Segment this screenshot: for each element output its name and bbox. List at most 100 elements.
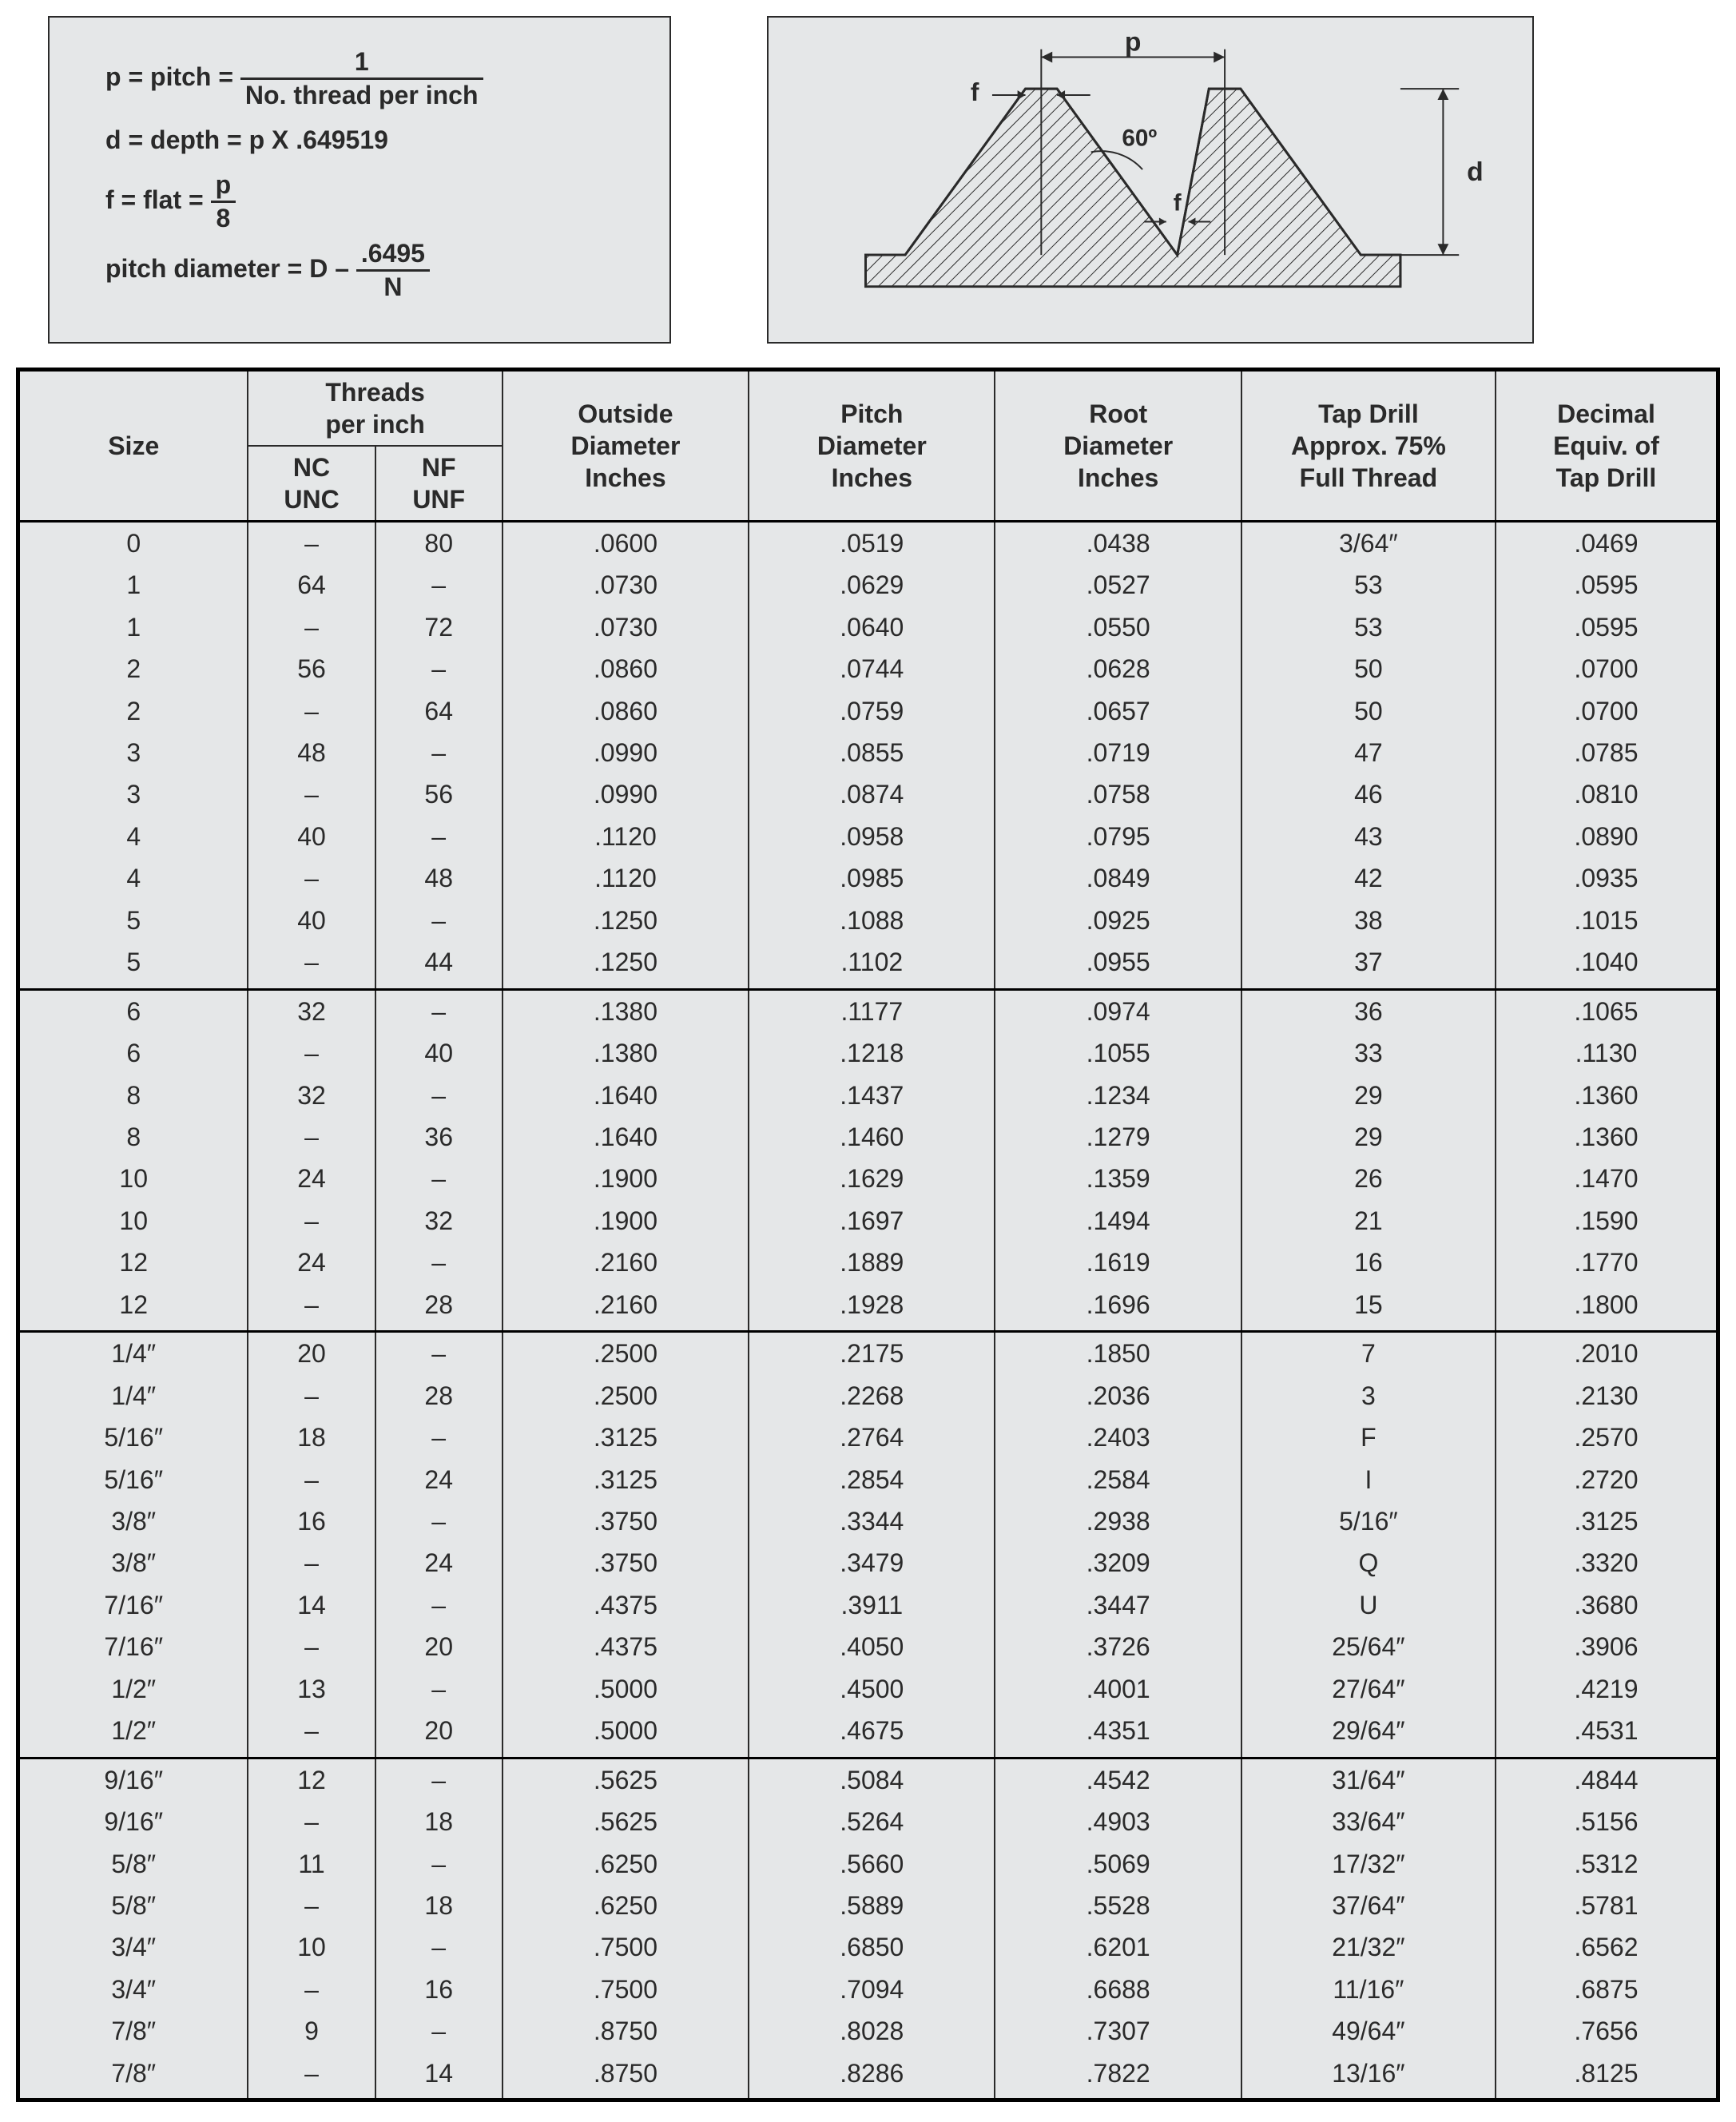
table-cell: .0758 [995, 773, 1241, 815]
table-cell: 33/64″ [1241, 1801, 1496, 1842]
table-cell: – [375, 1075, 503, 1116]
table-cell: 12 [248, 1758, 375, 1801]
table-cell: .4903 [995, 1801, 1241, 1842]
table-row: 8–36.1640.1460.127929.1360 [18, 1116, 1718, 1158]
table-cell: – [248, 522, 375, 565]
table-cell: 53 [1241, 564, 1496, 606]
table-row: 9/16″–18.5625.5264.490333/64″.5156 [18, 1801, 1718, 1842]
table-cell: 17/32″ [1241, 1843, 1496, 1885]
table-cell: .5000 [503, 1710, 749, 1751]
table-cell: .1494 [995, 1200, 1241, 1242]
table-cell: .8028 [749, 2010, 995, 2052]
table-cell: .4844 [1496, 1758, 1718, 1801]
table-cell: 53 [1241, 606, 1496, 648]
table-cell: .3479 [749, 1542, 995, 1584]
table-cell: .7500 [503, 1926, 749, 1968]
table-cell: .3906 [1496, 1626, 1718, 1667]
table-row: 1/2″–20.5000.4675.435129/64″.4531 [18, 1710, 1718, 1751]
table-cell: – [375, 564, 503, 606]
table-cell: 29 [1241, 1116, 1496, 1158]
th-nf: NFUNF [375, 446, 503, 522]
table-cell: 24 [248, 1242, 375, 1283]
table-cell: 48 [375, 857, 503, 899]
table-cell: 10 [248, 1926, 375, 1968]
table-cell: .0527 [995, 564, 1241, 606]
table-cell: 31/64″ [1241, 1758, 1496, 1801]
table-row: 1024–.1900.1629.135926.1470 [18, 1158, 1718, 1199]
table-cell: 40 [248, 816, 375, 857]
thread-table: Size Threadsper inch OutsideDiameterInch… [16, 368, 1720, 2102]
formula-pd-den: N [356, 272, 430, 301]
table-cell: .8750 [503, 2010, 749, 2052]
table-cell: 42 [1241, 857, 1496, 899]
table-cell: .0600 [503, 522, 749, 565]
formula-pitch-lhs: p = pitch = [105, 62, 233, 91]
table-cell: 1/4″ [18, 1332, 248, 1375]
table-cell: .5084 [749, 1758, 995, 1801]
table-cell: .1360 [1496, 1075, 1718, 1116]
table-cell: .3344 [749, 1500, 995, 1542]
table-cell: .2175 [749, 1332, 995, 1375]
table-cell: – [248, 1885, 375, 1926]
table-cell: 14 [248, 1584, 375, 1626]
table-cell: 12 [18, 1284, 248, 1325]
table-cell: .0719 [995, 732, 1241, 773]
table-cell: 7/16″ [18, 1626, 248, 1667]
formula-pd-num: .6495 [356, 240, 430, 272]
table-cell: – [375, 1417, 503, 1458]
table-cell: – [248, 1284, 375, 1325]
table-cell: .1120 [503, 816, 749, 857]
table-cell: .0935 [1496, 857, 1718, 899]
table-cell: .2500 [503, 1332, 749, 1375]
table-cell: .0438 [995, 522, 1241, 565]
formula-pitch-den: No. thread per inch [240, 80, 483, 109]
table-cell: 7 [1241, 1332, 1496, 1375]
formula-box: p = pitch = 1 No. thread per inch d = de… [48, 16, 671, 344]
table-row: 3–56.0990.0874.075846.0810 [18, 773, 1718, 815]
table-cell: .1065 [1496, 989, 1718, 1032]
table-cell: .1380 [503, 989, 749, 1032]
table-cell: .0990 [503, 773, 749, 815]
table-cell: 5/16″ [18, 1417, 248, 1458]
table-cell: .5781 [1496, 1885, 1718, 1926]
table-cell: .7822 [995, 2052, 1241, 2094]
table-row: 12–28.2160.1928.169615.1800 [18, 1284, 1718, 1325]
table-cell: 40 [375, 1032, 503, 1074]
table-cell: 16 [1241, 1242, 1496, 1283]
table-cell: – [375, 816, 503, 857]
table-cell: Q [1241, 1542, 1496, 1584]
table-cell: – [375, 1926, 503, 1968]
table-cell: .3125 [1496, 1500, 1718, 1542]
table-cell: .0849 [995, 857, 1241, 899]
table-row: 10–32.1900.1697.149421.1590 [18, 1200, 1718, 1242]
table-cell: 7/16″ [18, 1584, 248, 1626]
table-cell: 3 [18, 773, 248, 815]
table-row: 632–.1380.1177.097436.1065 [18, 989, 1718, 1032]
th-size: Size [18, 370, 248, 522]
table-cell: .3911 [749, 1584, 995, 1626]
table-cell: .0874 [749, 773, 995, 815]
table-cell: 9/16″ [18, 1758, 248, 1801]
table-cell: 21/32″ [1241, 1926, 1496, 1968]
table-cell: .1470 [1496, 1158, 1718, 1199]
table-cell: 29/64″ [1241, 1710, 1496, 1751]
table-cell: 11/16″ [1241, 1969, 1496, 2010]
table-cell: 3/64″ [1241, 522, 1496, 565]
table-cell: – [375, 1332, 503, 1375]
table-cell: – [248, 1542, 375, 1584]
table-cell: .1279 [995, 1116, 1241, 1158]
table-cell: .4531 [1496, 1710, 1718, 1751]
table-cell: .0860 [503, 690, 749, 732]
table-cell: .2160 [503, 1242, 749, 1283]
table-cell: .5889 [749, 1885, 995, 1926]
table-cell: .2720 [1496, 1459, 1718, 1500]
table-row: 164–.0730.0629.052753.0595 [18, 564, 1718, 606]
formula-flat-lhs: f = flat = [105, 185, 204, 214]
table-cell: .1619 [995, 1242, 1241, 1283]
table-cell: .2584 [995, 1459, 1241, 1500]
table-spacer [18, 1325, 1718, 1332]
table-cell: .0744 [749, 648, 995, 689]
table-cell: .1250 [503, 941, 749, 983]
table-cell: .6250 [503, 1885, 749, 1926]
table-cell: – [375, 1500, 503, 1542]
